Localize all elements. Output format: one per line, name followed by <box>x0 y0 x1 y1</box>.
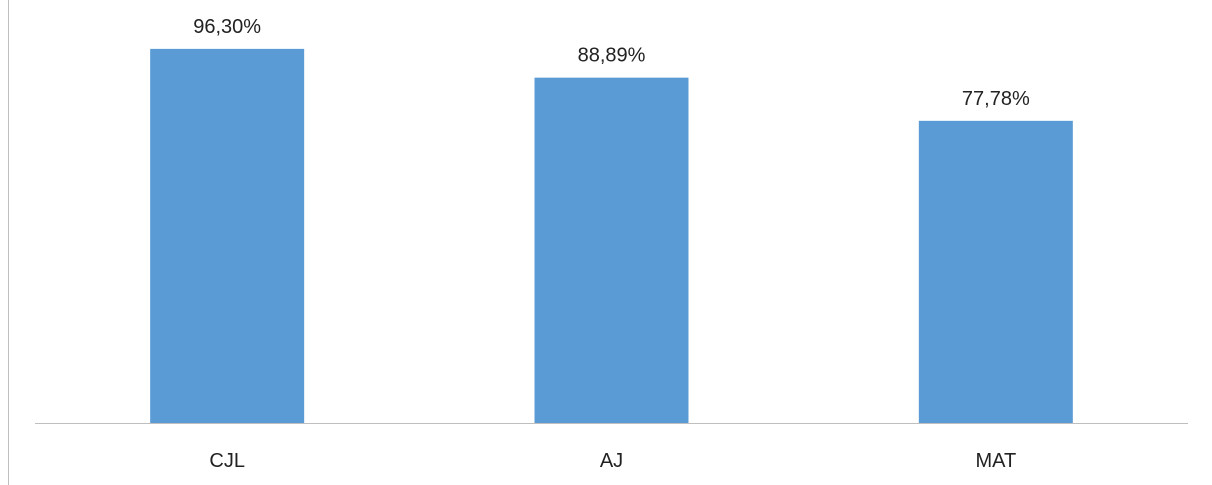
bars-layer <box>150 48 1073 423</box>
bar-mat <box>918 120 1073 423</box>
data-label-mat: 77,78% <box>962 88 1030 110</box>
data-label-cjl: 96,30% <box>193 16 261 38</box>
data-label-aj: 88,89% <box>578 45 646 67</box>
category-label-aj: AJ <box>600 450 623 472</box>
category-label-cjl: CJL <box>209 450 245 472</box>
data-labels-layer: 96,30% 88,89% 77,78% <box>193 16 1030 110</box>
bar-aj <box>534 77 689 423</box>
category-label-mat: MAT <box>975 450 1016 472</box>
bar-cjl <box>150 48 305 423</box>
chart-frame-left-border <box>8 0 9 485</box>
category-labels-layer: CJL AJ MAT <box>209 450 1016 472</box>
